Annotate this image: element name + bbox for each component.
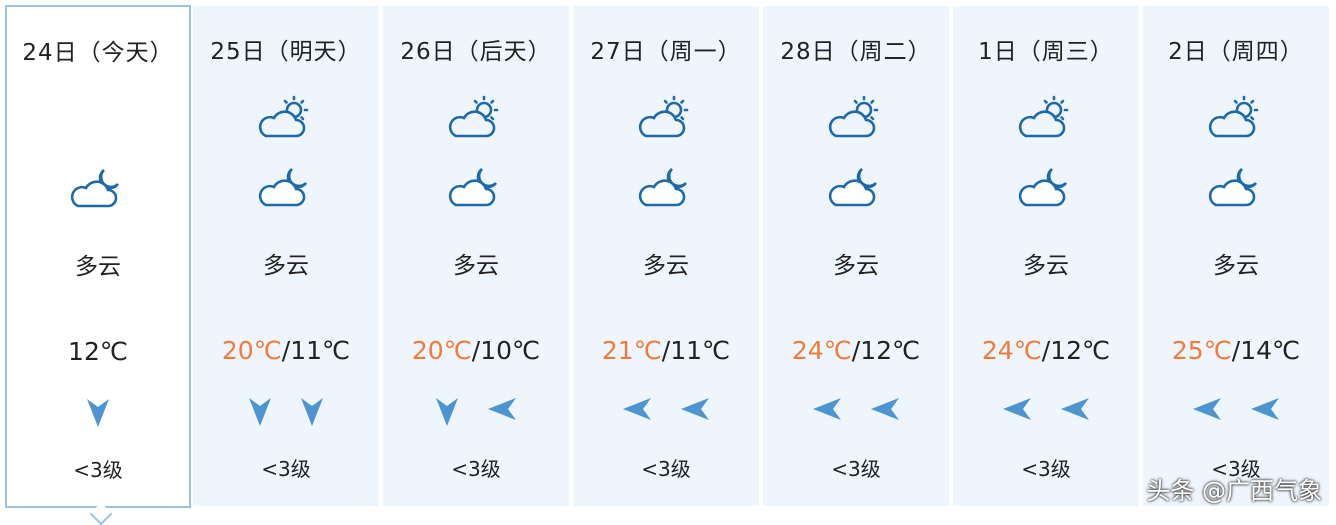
partly-cloudy-day-icon [193,94,379,142]
wind-direction [383,396,569,430]
temperature: 12℃ [7,337,189,366]
high-temp: 25℃ [1171,336,1232,365]
low-temp: 12℃ [68,337,128,366]
temperature: 24℃/12℃ [763,336,949,365]
east-wind-arrow-icon [869,396,901,430]
high-temp: 21℃ [601,336,662,365]
temperature: 21℃/11℃ [573,336,759,365]
day-date: 1日（周三） [978,39,1114,65]
low-temp: 14℃ [1240,336,1301,365]
east-wind-arrow-icon [1059,396,1091,430]
day-card[interactable]: 1日（周三） 多云 24℃/12℃ <3级 [953,6,1139,506]
partly-cloudy-night-icon [383,161,569,209]
partly-cloudy-day-icon [953,94,1139,142]
east-wind-arrow-icon [1249,396,1281,430]
day-card[interactable]: 25日（明天） 多云 20℃/11℃ <3级 [193,6,379,506]
weather-text: 多云 [75,254,121,280]
day-date: 25日（明天） [210,39,362,65]
day-date: 24日（今天） [22,40,174,66]
east-wind-arrow-icon [1001,396,1033,430]
watermark: 头条 @广西气象 [1146,477,1322,505]
wind-level: <3级 [451,457,501,481]
partly-cloudy-night-icon [1143,161,1329,209]
temp-separator: / [281,336,291,365]
day-date: 2日（周四） [1168,39,1304,65]
day-card[interactable]: 24日（今天） 多云 12℃ <3级 [5,5,191,525]
weather-text: 多云 [1213,253,1259,279]
weather-text: 多云 [453,253,499,279]
east-wind-arrow-icon [1191,396,1223,430]
wind-direction [193,396,379,430]
partly-cloudy-night-icon [763,161,949,209]
low-temp: 11℃ [290,336,351,365]
high-temp: 24℃ [981,336,1042,365]
high-temp: 24℃ [791,336,852,365]
wind-level: <3级 [1021,457,1071,481]
temp-separator: / [471,336,481,365]
partly-cloudy-night-icon [953,161,1139,209]
partly-cloudy-day-icon [763,94,949,142]
wind-direction [1143,396,1329,430]
wind-direction [573,396,759,430]
weather-text: 多云 [263,253,309,279]
east-wind-arrow-icon [811,396,843,430]
weather-text: 多云 [1023,253,1069,279]
south-wind-arrow-icon [299,396,325,430]
wind-level: <3级 [1211,457,1261,481]
partly-cloudy-day-icon [573,94,759,142]
temp-separator: / [661,336,671,365]
wind-direction [7,397,189,431]
east-wind-arrow-icon [679,396,711,430]
day-date: 28日（周二） [780,39,932,65]
temp-separator: / [1041,336,1051,365]
weather-text: 多云 [643,253,689,279]
day-date: 26日（后天） [400,39,552,65]
wind-direction [763,396,949,430]
partly-cloudy-day-icon [1143,94,1329,142]
south-wind-arrow-icon [247,396,273,430]
wind-direction [953,396,1139,430]
south-wind-arrow-icon [85,397,111,431]
south-wind-arrow-icon [434,396,460,430]
low-temp: 12℃ [860,336,921,365]
day-date: 27日（周一） [590,39,742,65]
temp-separator: / [851,336,861,365]
temperature: 20℃/10℃ [383,336,569,365]
partly-cloudy-night-icon [193,161,379,209]
weather-text: 多云 [833,253,879,279]
selected-pointer [89,502,113,525]
east-wind-arrow-icon [621,396,653,430]
wind-level: <3级 [73,458,123,482]
low-temp: 10℃ [480,336,541,365]
wind-level: <3级 [641,457,691,481]
temperature: 20℃/11℃ [193,336,379,365]
day-card[interactable]: 26日（后天） 多云 20℃/10℃ <3级 [383,6,569,506]
empty-day-icon [7,95,189,143]
partly-cloudy-night-icon [573,161,759,209]
wind-level: <3级 [261,457,311,481]
low-temp: 12℃ [1050,336,1111,365]
partly-cloudy-night-icon [7,162,189,210]
east-wind-arrow-icon [486,396,518,430]
temp-separator: / [1231,336,1241,365]
day-card[interactable]: 27日（周一） 多云 21℃/11℃ <3级 [573,6,759,506]
wind-level: <3级 [831,457,881,481]
day-card[interactable]: 28日（周二） 多云 24℃/12℃ <3级 [763,6,949,506]
high-temp: 20℃ [411,336,472,365]
temperature: 25℃/14℃ [1143,336,1329,365]
day-card[interactable]: 2日（周四） 多云 25℃/14℃ <3级 [1143,6,1329,506]
temperature: 24℃/12℃ [953,336,1139,365]
low-temp: 11℃ [670,336,731,365]
high-temp: 20℃ [221,336,282,365]
partly-cloudy-day-icon [383,94,569,142]
